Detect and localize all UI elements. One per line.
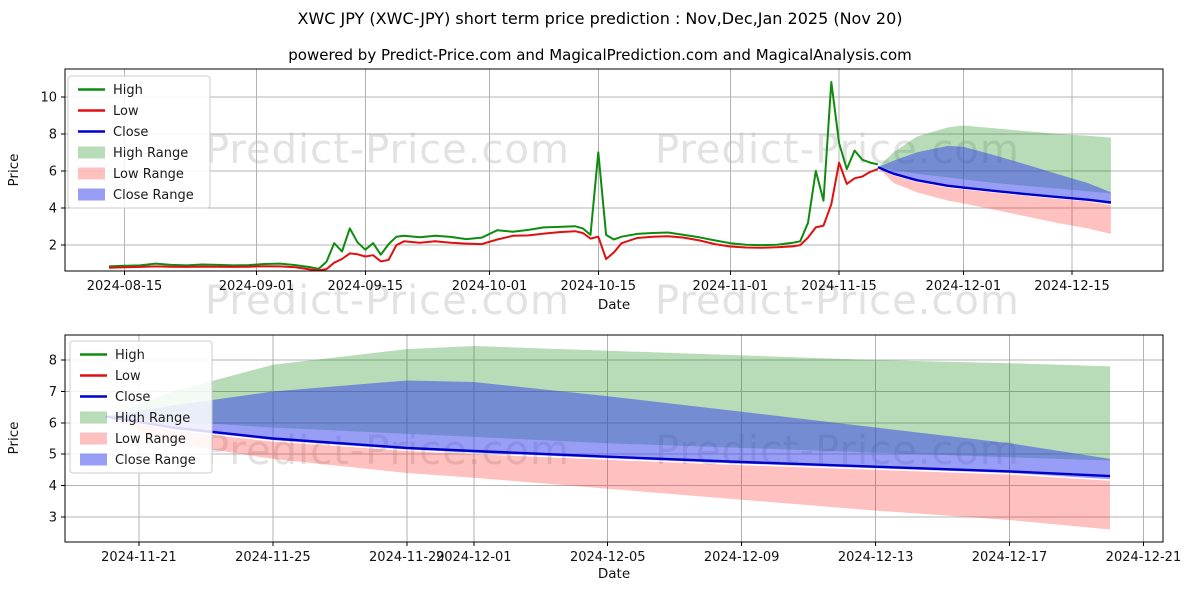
legend-label: Close Range (113, 188, 194, 203)
x-tick-label: 2024-12-17 (972, 550, 1048, 565)
y-tick-label: 6 (49, 416, 57, 431)
x-tick-label: 2024-11-21 (101, 550, 177, 565)
plot-border (64, 334, 1164, 543)
close-line (877, 166, 1112, 204)
close-range-band (105, 380, 1110, 480)
y-tick-label: 8 (49, 127, 57, 142)
x-tick-label: 2024-12-01 (436, 550, 512, 565)
tick-labels: 2024-11-21 2024-11-25 2024-11-292024-12-01… (49, 354, 1182, 565)
legend-label: Low Range (113, 167, 184, 182)
legend-patch-swatch (78, 188, 105, 201)
plot-border (64, 68, 1164, 272)
y-tick-label: 2 (49, 239, 57, 254)
legend-box (67, 75, 211, 209)
legend-label: High Range (115, 411, 190, 426)
legend-item-close: Close (78, 125, 148, 140)
legend-label: High (115, 348, 145, 363)
y-tick-label: 8 (49, 354, 57, 369)
history-chart: 2024-08-15 2024-09-01 2024-09-15 2024-10-01… (6, 68, 1164, 313)
x-tick-label: 2024-11-29 (369, 550, 445, 565)
legend-label: High Range (113, 146, 188, 161)
figure-subtitle: powered by Predict-Price.com and Magical… (288, 46, 912, 64)
legend: High Low Close High Range Low Range Close Ran… (67, 75, 211, 209)
y-axis-label: Price (6, 154, 22, 187)
legend-item-high: High (80, 348, 145, 363)
legend-label: Close (115, 390, 150, 405)
legend-label: Low (115, 369, 141, 384)
x-tick-label: 2024-09-01 (219, 279, 295, 294)
high-line (108, 81, 879, 270)
tick-marks (61, 359, 1144, 546)
x-tick-label: 2024-12-09 (704, 550, 780, 565)
x-tick-label: 2024-11-25 (235, 550, 311, 565)
x-axis-label: Date (598, 566, 630, 582)
legend-item-close-range: Close Range (80, 453, 196, 468)
legend-item-high-range: High Range (78, 146, 188, 161)
x-tick-label: 2024-12-15 (1034, 279, 1110, 294)
legend-label: Close (113, 125, 148, 140)
legend-item-low: Low (80, 369, 141, 384)
y-tick-label: 3 (49, 510, 57, 525)
legend-label: Low (113, 104, 139, 119)
figure-title: XWC JPY (XWC-JPY) short term price predi… (297, 9, 903, 28)
legend-item-close-range: Close Range (78, 188, 194, 203)
low-range-band (105, 416, 1110, 530)
x-tick-label: 2024-11-01 (693, 279, 769, 294)
x-tick-label: 2024-09-15 (328, 279, 404, 294)
legend-box (69, 340, 213, 474)
x-axis-label: Date (598, 297, 630, 313)
legend-label: High (113, 83, 143, 98)
watermark-text: Predict-Price.com (654, 278, 1020, 324)
legend-patch-swatch (78, 146, 105, 159)
y-axis-label: Price (6, 422, 22, 455)
legend-item-low: Low (78, 104, 139, 119)
y-tick-label: 4 (49, 479, 57, 494)
watermark-text: Predict-Price.com (205, 127, 570, 173)
close-line (105, 415, 1111, 478)
x-tick-label: 2024-12-01 (926, 279, 1002, 294)
x-tick-label: 2024-11-15 (801, 279, 877, 294)
x-tick-label: 2024-10-01 (452, 279, 528, 294)
watermark-text: Predict-Price.com (205, 278, 570, 324)
x-tick-label: 2024-10-15 (561, 279, 637, 294)
legend-item-high-range: High Range (80, 411, 190, 426)
x-tick-label: 2024-08-15 (87, 279, 163, 294)
legend-item-low-range: Low Range (78, 167, 184, 182)
legend-label: Low Range (115, 432, 186, 447)
legend-patch-swatch (80, 453, 107, 466)
forecast-chart: 2024-11-21 2024-11-25 2024-11-292024-12-01… (6, 334, 1182, 582)
y-tick-label: 4 (49, 201, 57, 216)
y-tick-label: 5 (49, 448, 57, 463)
x-tick-label: 2024-12-21 (1106, 550, 1182, 565)
legend-patch-swatch (80, 411, 107, 424)
legend-patch-swatch (80, 432, 107, 445)
x-tick-label: 2024-12-13 (838, 550, 914, 565)
close-range-band (877, 145, 1111, 205)
legend-patch-swatch (78, 167, 105, 180)
y-tick-label: 6 (49, 164, 57, 179)
low-line (108, 161, 879, 272)
watermark-row: Predict-Price.com Predict-Price.com (205, 278, 1020, 324)
low-range-band (877, 167, 1111, 234)
legend: High Low Close High Range Low Range Close Ran… (69, 340, 213, 474)
legend-label: Close Range (115, 453, 196, 468)
legend-item-high: High (78, 83, 143, 98)
legend-item-low-range: Low Range (80, 432, 186, 447)
tick-labels: 2024-08-15 2024-09-01 2024-09-15 2024-10-01… (40, 90, 1109, 294)
legend-item-close: Close (80, 390, 150, 405)
y-tick-label: 10 (40, 90, 57, 105)
tick-marks (61, 96, 1073, 275)
y-tick-label: 7 (49, 385, 57, 400)
x-tick-label: 2024-12-05 (570, 550, 646, 565)
